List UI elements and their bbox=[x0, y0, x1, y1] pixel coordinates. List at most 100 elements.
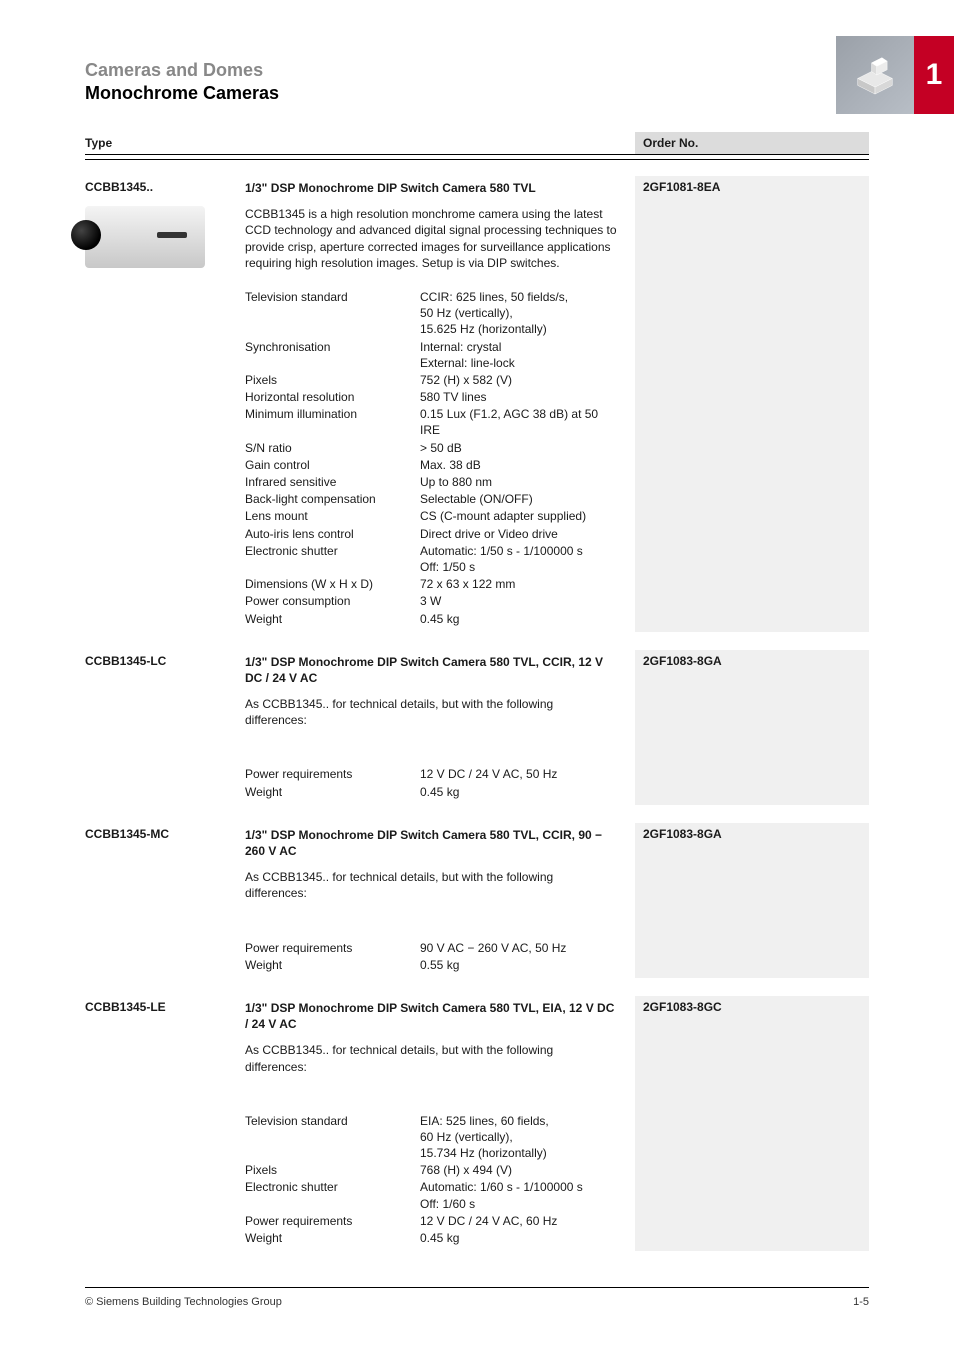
spec-label: Infrared sensitive bbox=[245, 474, 420, 490]
spec-row: Television standardCCIR: 625 lines, 50 f… bbox=[245, 289, 617, 338]
spec-label: Television standard bbox=[245, 289, 420, 338]
spec-label: Television standard bbox=[245, 1113, 420, 1162]
spec-value: Automatic: 1/50 s - 1/100000 s Off: 1/50… bbox=[420, 543, 617, 575]
divider bbox=[85, 159, 869, 160]
product-mid-col: 1/3" DSP Monochrome DIP Switch Camera 58… bbox=[245, 1000, 635, 1247]
spec-value: 72 x 63 x 122 mm bbox=[420, 576, 617, 592]
footer-copyright: © Siemens Building Technologies Group bbox=[85, 1296, 282, 1308]
spec-row: Power requirements12 V DC / 24 V AC, 50 … bbox=[245, 766, 617, 782]
spec-value: 3 W bbox=[420, 593, 617, 609]
header-order: Order No. bbox=[635, 132, 869, 154]
spec-value: EIA: 525 lines, 60 fields, 60 Hz (vertic… bbox=[420, 1113, 617, 1162]
product-left-col: CCBB1345-MC bbox=[85, 827, 245, 974]
spec-label: Auto-iris lens control bbox=[245, 526, 420, 542]
product-block: CCBB1345-MC1/3" DSP Monochrome DIP Switc… bbox=[85, 827, 869, 974]
spec-label: Minimum illumination bbox=[245, 406, 420, 438]
spec-value: Selectable (ON/OFF) bbox=[420, 491, 617, 507]
product-image bbox=[85, 206, 205, 268]
camera-isometric-icon bbox=[836, 36, 914, 114]
spec-value: 752 (H) x 582 (V) bbox=[420, 372, 617, 388]
spec-label: Dimensions (W x H x D) bbox=[245, 576, 420, 592]
spec-label: Pixels bbox=[245, 372, 420, 388]
spec-row: Electronic shutterAutomatic: 1/50 s - 1/… bbox=[245, 543, 617, 575]
spec-value: 12 V DC / 24 V AC, 60 Hz bbox=[420, 1213, 617, 1229]
spec-label: Lens mount bbox=[245, 508, 420, 524]
product-block: CCBB1345-LE1/3" DSP Monochrome DIP Switc… bbox=[85, 1000, 869, 1247]
product-description: CCBB1345 is a high resolution monchrome … bbox=[245, 206, 617, 271]
order-number: 2GF1083-8GA bbox=[643, 650, 861, 668]
spec-value: > 50 dB bbox=[420, 440, 617, 456]
spec-label: Pixels bbox=[245, 1162, 420, 1178]
spec-row: Electronic shutterAutomatic: 1/60 s - 1/… bbox=[245, 1179, 617, 1211]
spec-row: Back-light compensationSelectable (ON/OF… bbox=[245, 491, 617, 507]
spec-value: 0.45 kg bbox=[420, 611, 617, 627]
spec-label: Power requirements bbox=[245, 940, 420, 956]
product-description: As CCBB1345.. for technical details, but… bbox=[245, 1042, 617, 1074]
product-mid-col: 1/3" DSP Monochrome DIP Switch Camera 58… bbox=[245, 654, 635, 801]
spec-label: Weight bbox=[245, 784, 420, 800]
product-type-code: CCBB1345-LC bbox=[85, 654, 245, 668]
product-mid-col: 1/3" DSP Monochrome DIP Switch Camera 58… bbox=[245, 827, 635, 974]
spec-label: Weight bbox=[245, 957, 420, 973]
spec-label: Power requirements bbox=[245, 1213, 420, 1229]
product-description: As CCBB1345.. for technical details, but… bbox=[245, 869, 617, 901]
section-category: Cameras and Domes bbox=[85, 60, 869, 81]
product-title: 1/3" DSP Monochrome DIP Switch Camera 58… bbox=[245, 180, 617, 196]
product-left-col: CCBB1345-LE bbox=[85, 1000, 245, 1247]
spec-value: CCIR: 625 lines, 50 fields/s, 50 Hz (ver… bbox=[420, 289, 617, 338]
spec-value: 0.15 Lux (F1.2, AGC 38 dB) at 50 IRE bbox=[420, 406, 617, 438]
spec-row: Weight0.45 kg bbox=[245, 1230, 617, 1246]
product-mid-col: 1/3" DSP Monochrome DIP Switch Camera 58… bbox=[245, 180, 635, 628]
spec-label: Horizontal resolution bbox=[245, 389, 420, 405]
product-left-col: CCBB1345-LC bbox=[85, 654, 245, 801]
footer-page-number: 1-5 bbox=[853, 1296, 869, 1308]
spec-row: Minimum illumination0.15 Lux (F1.2, AGC … bbox=[245, 406, 617, 438]
spec-row: Gain controlMax. 38 dB bbox=[245, 457, 617, 473]
product-left-col: CCBB1345.. bbox=[85, 180, 245, 628]
products-container: CCBB1345..1/3" DSP Monochrome DIP Switch… bbox=[85, 180, 869, 1247]
spec-value: 0.45 kg bbox=[420, 784, 617, 800]
table-header: Type Order No. bbox=[85, 136, 869, 155]
chapter-number: 1 bbox=[914, 36, 954, 114]
spec-value: Up to 880 nm bbox=[420, 474, 617, 490]
spec-value: 90 V AC − 260 V AC, 50 Hz bbox=[420, 940, 617, 956]
spec-label: Weight bbox=[245, 1230, 420, 1246]
spec-value: Direct drive or Video drive bbox=[420, 526, 617, 542]
product-block: CCBB1345-LC1/3" DSP Monochrome DIP Switc… bbox=[85, 654, 869, 801]
spec-row: Pixels752 (H) x 582 (V) bbox=[245, 372, 617, 388]
spec-label: Gain control bbox=[245, 457, 420, 473]
product-order-col: 2GF1083-8GC bbox=[635, 996, 869, 1251]
spec-label: Back-light compensation bbox=[245, 491, 420, 507]
product-type-code: CCBB1345-MC bbox=[85, 827, 245, 841]
spec-row: Infrared sensitiveUp to 880 nm bbox=[245, 474, 617, 490]
spec-row: Power requirements90 V AC − 260 V AC, 50… bbox=[245, 940, 617, 956]
spec-label: S/N ratio bbox=[245, 440, 420, 456]
order-number: 2GF1081-8EA bbox=[643, 176, 861, 194]
product-order-col: 2GF1083-8GA bbox=[635, 650, 869, 805]
section-title: Monochrome Cameras bbox=[85, 83, 869, 104]
product-title: 1/3" DSP Monochrome DIP Switch Camera 58… bbox=[245, 654, 617, 686]
spec-value: Max. 38 dB bbox=[420, 457, 617, 473]
spec-label: Electronic shutter bbox=[245, 543, 420, 575]
spec-row: Weight0.45 kg bbox=[245, 784, 617, 800]
spec-row: Power requirements12 V DC / 24 V AC, 60 … bbox=[245, 1213, 617, 1229]
spec-label: Synchronisation bbox=[245, 339, 420, 371]
spec-value: Internal: crystal External: line-lock bbox=[420, 339, 617, 371]
product-type-code: CCBB1345-LE bbox=[85, 1000, 245, 1014]
spec-value: Automatic: 1/60 s - 1/100000 s Off: 1/60… bbox=[420, 1179, 617, 1211]
order-number: 2GF1083-8GC bbox=[643, 996, 861, 1014]
spec-label: Weight bbox=[245, 611, 420, 627]
product-order-col: 2GF1081-8EA bbox=[635, 176, 869, 632]
corner-badge: 1 bbox=[836, 36, 954, 114]
spec-value: 12 V DC / 24 V AC, 50 Hz bbox=[420, 766, 617, 782]
catalog-page: 1 Cameras and Domes Monochrome Cameras T… bbox=[0, 0, 954, 1350]
product-type-code: CCBB1345.. bbox=[85, 180, 245, 194]
spec-row: Power consumption3 W bbox=[245, 593, 617, 609]
spec-row: SynchronisationInternal: crystal Externa… bbox=[245, 339, 617, 371]
spec-label: Power requirements bbox=[245, 766, 420, 782]
spec-value: 580 TV lines bbox=[420, 389, 617, 405]
spec-value: 0.55 kg bbox=[420, 957, 617, 973]
product-order-col: 2GF1083-8GA bbox=[635, 823, 869, 978]
spec-row: Horizontal resolution580 TV lines bbox=[245, 389, 617, 405]
spec-row: Weight0.55 kg bbox=[245, 957, 617, 973]
